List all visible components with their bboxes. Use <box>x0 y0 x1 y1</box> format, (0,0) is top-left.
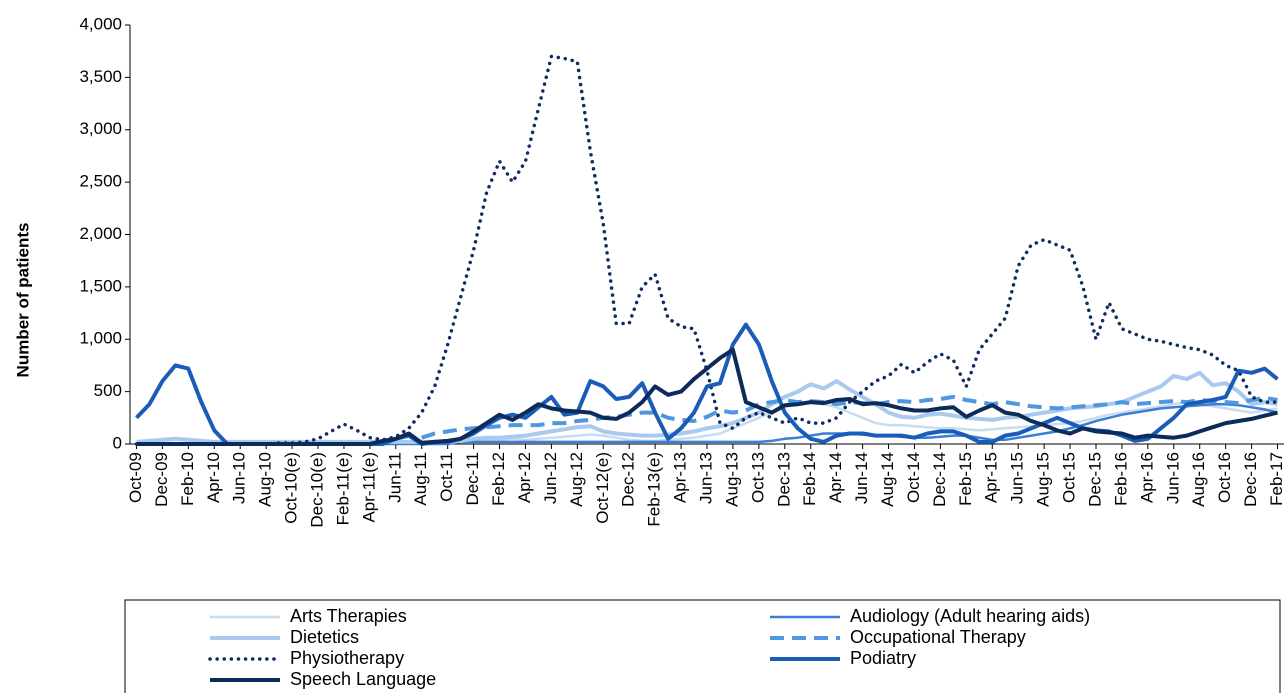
x-tick-label: Apr-10 <box>204 452 223 503</box>
legend-box <box>124 599 1281 693</box>
x-tick-label: Aug-11 <box>411 452 430 506</box>
legend-label: Audiology (Adult hearing aids) <box>850 606 1090 626</box>
x-tick-label: Aug-12 <box>567 452 586 507</box>
x-tick-label: Feb-16 <box>1111 452 1130 506</box>
x-tick-label: Dec-10(e) <box>307 452 326 528</box>
y-tick-label: 0 <box>113 433 122 452</box>
x-tick-label: Jun-11 <box>385 452 404 503</box>
x-tick-label: Apr-13 <box>671 452 690 503</box>
x-tick-label: Oct-10(e) <box>282 452 301 524</box>
series-line <box>136 370 1278 444</box>
x-tick-label: Aug-16 <box>1189 452 1208 507</box>
x-tick-label: Dec-15 <box>1085 452 1104 507</box>
x-tick-label: Oct-12(e) <box>593 452 612 524</box>
x-tick-label: Dec-16 <box>1241 452 1260 507</box>
y-axis-label: Number of patients <box>13 223 32 378</box>
x-tick-label: Aug-14 <box>878 452 897 507</box>
series-line <box>134 54 1280 446</box>
series-line <box>135 322 1279 446</box>
y-tick-label: 1,500 <box>79 276 122 295</box>
x-tick-label: Feb-11(e) <box>333 452 352 525</box>
series-line <box>136 347 1278 446</box>
legend-label: Occupational Therapy <box>850 627 1026 647</box>
series-line <box>136 400 1278 445</box>
x-tick-label: Apr-14 <box>826 452 845 503</box>
x-tick-label: Oct-15 <box>1060 452 1079 503</box>
x-tick-label: Feb-12 <box>489 452 508 506</box>
x-tick-label: Oct-09 <box>126 452 145 503</box>
x-tick-label: Aug-10 <box>256 452 275 507</box>
legend-label: Physiotherapy <box>290 648 404 668</box>
x-tick-label: Feb-13(e) <box>645 452 664 527</box>
series-line <box>421 394 1278 440</box>
x-tick-label: Jun-12 <box>541 452 560 504</box>
x-tick-label: Aug-13 <box>722 452 741 507</box>
x-tick-label: Feb-15 <box>956 452 975 506</box>
legend-label: Podiatry <box>850 648 916 668</box>
x-tick-label: Dec-12 <box>619 452 638 507</box>
x-tick-label: Dec-11 <box>463 452 482 506</box>
x-tick-label: Jun-16 <box>1163 452 1182 504</box>
x-tick-label: Oct-11 <box>437 452 456 502</box>
x-tick-label: Apr-11(e) <box>359 452 378 523</box>
legend-label: Arts Therapies <box>290 606 407 626</box>
x-tick-label: Apr-15 <box>982 452 1001 503</box>
y-tick-label: 4,000 <box>79 14 122 33</box>
x-tick-label: Dec-14 <box>930 452 949 507</box>
y-tick-label: 2,000 <box>79 224 122 243</box>
legend-label: Dietetics <box>290 627 359 647</box>
x-tick-label: Apr-16 <box>1137 452 1156 503</box>
x-tick-label: Feb-14 <box>800 452 819 506</box>
y-tick-label: 1,000 <box>79 329 122 348</box>
legend-label: Speech Language <box>290 669 436 689</box>
x-tick-label: Oct-14 <box>904 452 923 503</box>
x-tick-label: Oct-16 <box>1215 452 1234 503</box>
x-tick-label: Dec-09 <box>152 452 171 507</box>
y-tick-label: 2,500 <box>79 172 122 191</box>
x-tick-label: Jun-10 <box>230 452 249 504</box>
y-tick-label: 3,000 <box>79 119 122 138</box>
series-line <box>136 402 1278 446</box>
x-tick-label: Jun-14 <box>852 452 871 504</box>
x-tick-label: Jun-15 <box>1008 452 1027 504</box>
x-tick-label: Feb-10 <box>178 452 197 506</box>
x-tick-label: Oct-13 <box>748 452 767 503</box>
x-tick-label: Feb-17 <box>1267 452 1284 506</box>
y-tick-label: 500 <box>94 381 122 400</box>
x-tick-label: Jun-13 <box>696 452 715 504</box>
x-tick-label: Apr-12 <box>515 452 534 503</box>
y-tick-label: 3,500 <box>79 67 122 86</box>
x-tick-label: Dec-13 <box>774 452 793 507</box>
x-tick-label: Aug-15 <box>1034 452 1053 507</box>
